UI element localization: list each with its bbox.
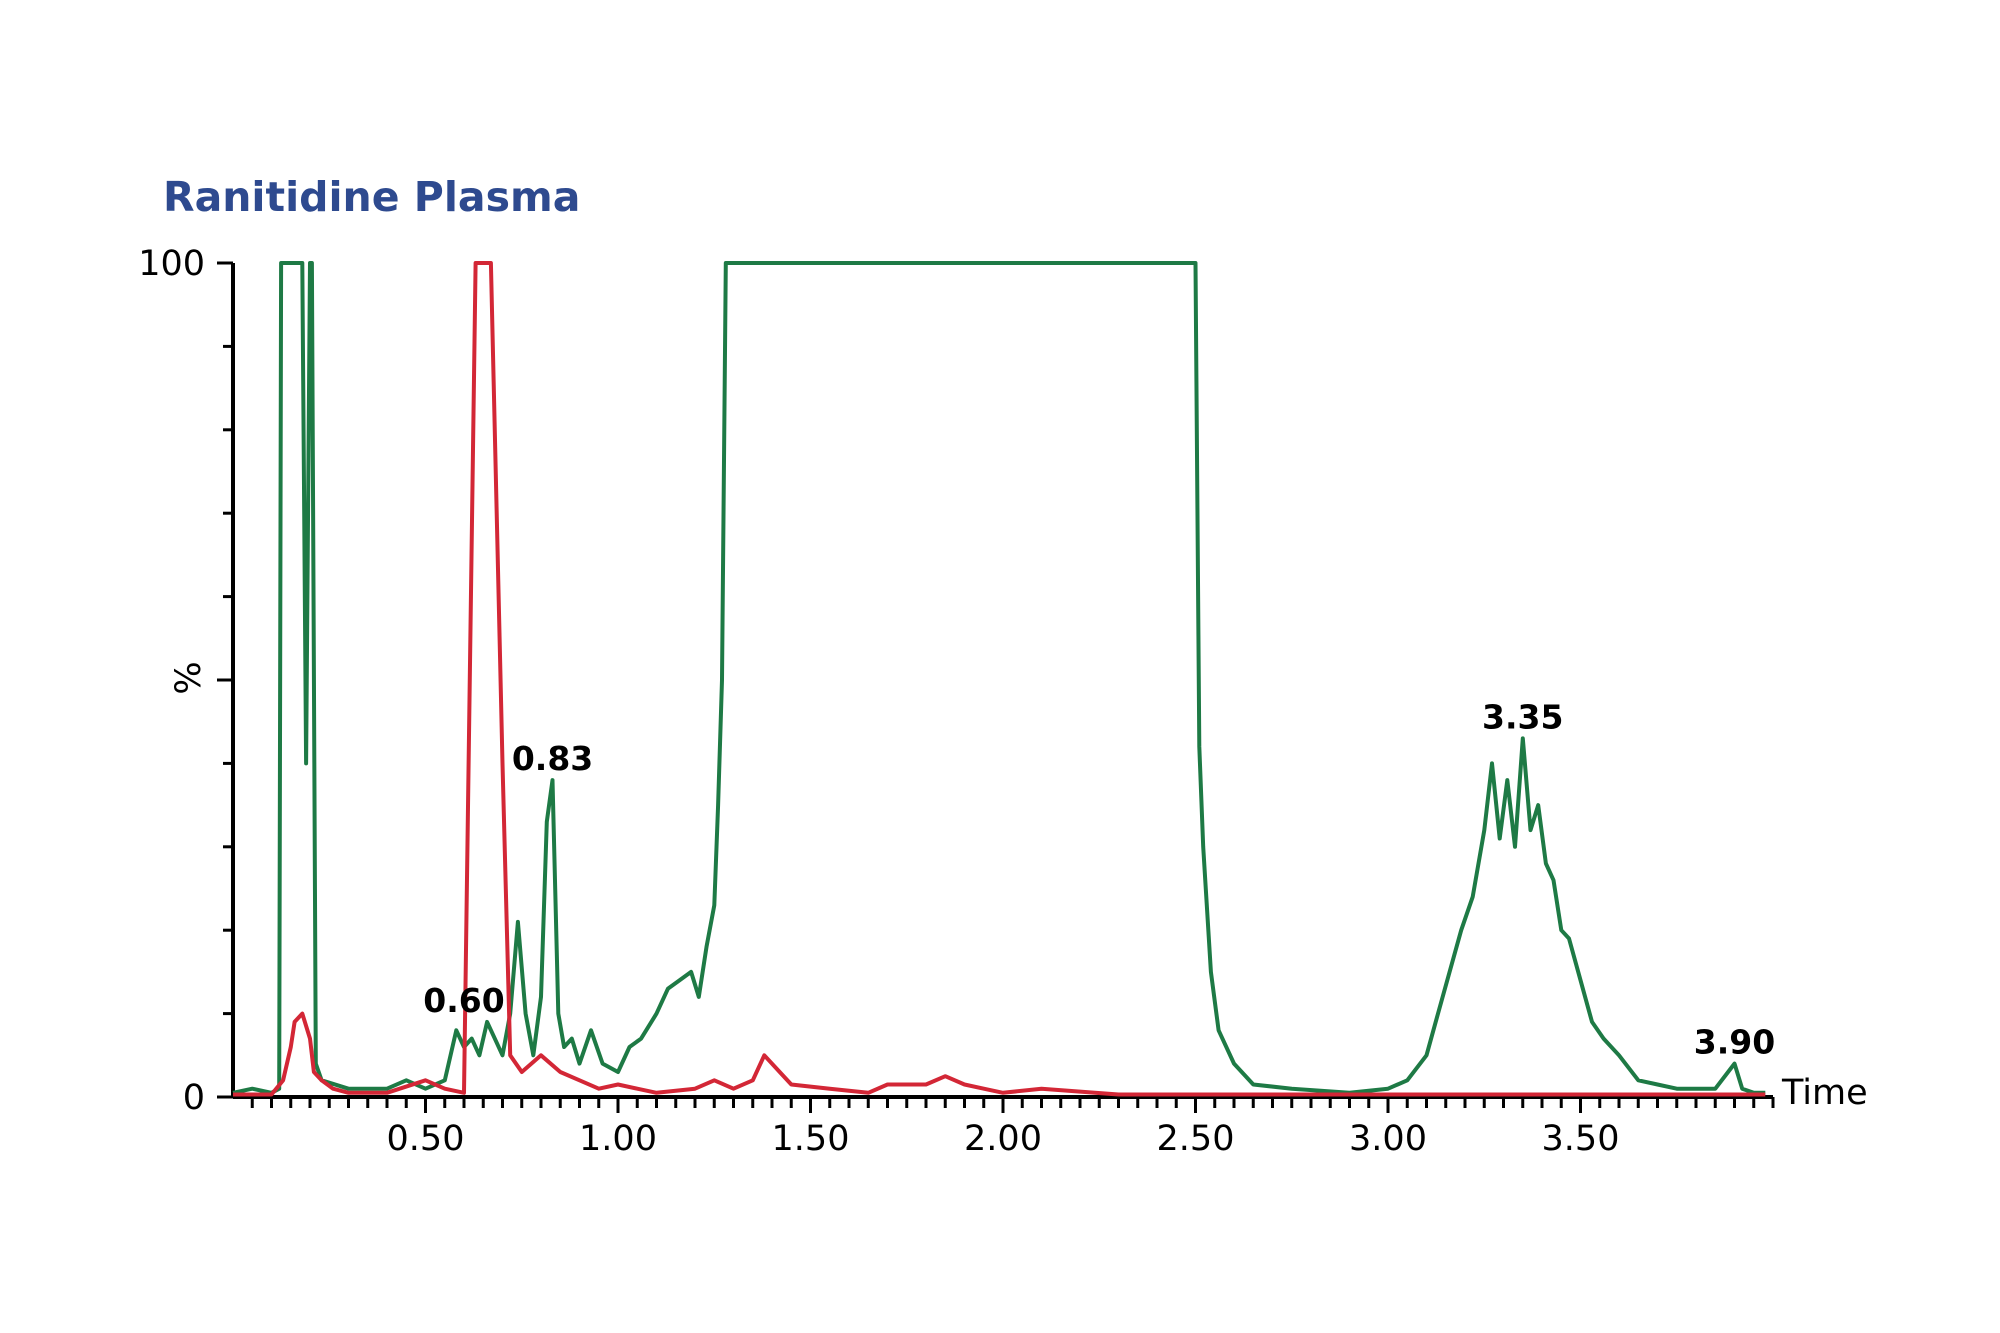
- series-line-2: [233, 261, 1766, 1097]
- chart-title: Ranitidine Plasma: [163, 173, 580, 221]
- x-tick-label: 1.00: [579, 1119, 657, 1159]
- y-axis-label: %: [169, 661, 209, 694]
- series-line-1: [232, 261, 1766, 1095]
- x-tick-label: 2.00: [964, 1119, 1042, 1159]
- x-axis-label: Time: [1781, 1073, 1868, 1113]
- y-tick-label: 100: [138, 244, 205, 284]
- peak-label: 0.60: [423, 981, 504, 1020]
- x-tick-label: 1.50: [772, 1119, 850, 1159]
- x-tick-label: 3.00: [1349, 1119, 1427, 1159]
- peak-labels: 0.83 0.60 3.35 3.90: [423, 697, 1775, 1061]
- x-tick-label: 0.50: [387, 1119, 465, 1159]
- axes: 0 100 0.50 1.00 1.50 2.00 2.50 3.00 3.50: [138, 244, 1775, 1159]
- x-tick-label: 2.50: [1157, 1119, 1235, 1159]
- peak-label: 0.83: [512, 739, 593, 778]
- series-lines: [232, 261, 1766, 1097]
- peak-label: 3.90: [1694, 1023, 1775, 1062]
- peak-label: 3.35: [1482, 697, 1563, 736]
- x-tick-label: 3.50: [1542, 1119, 1620, 1159]
- y-tick-label: 0: [183, 1078, 205, 1118]
